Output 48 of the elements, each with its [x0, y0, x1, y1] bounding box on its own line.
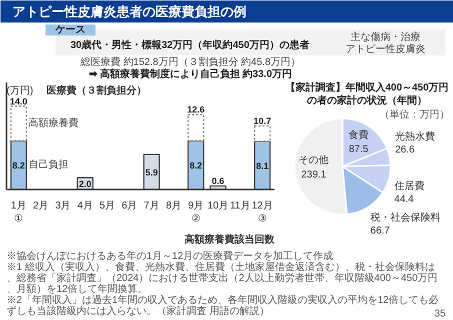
- annotation: 医療費（３割負担分）: [46, 84, 146, 96]
- x-tick-label: 12月 ③: [252, 200, 273, 225]
- text: 30歳代・男性・標報32万円（年収約450万円）の患者: [70, 39, 310, 51]
- data-label: 239.1: [301, 170, 327, 181]
- text: ※協会けんぽにおけるある年の1月～12月の医療費データを加工して作成: [6, 250, 334, 262]
- data-label: 5.9: [145, 167, 158, 178]
- data-label: 0.6: [212, 176, 224, 186]
- text: 主な傷病・治療: [350, 31, 420, 43]
- total-label: 10.7: [254, 116, 272, 126]
- series-label: 高額療養費: [28, 117, 79, 130]
- x-tick-label: 1月 ①: [10, 200, 26, 225]
- data-label: 26.6: [395, 144, 416, 156]
- slice-label: その他: [298, 154, 329, 166]
- text: 総医療費 約152.8万円（３割負担分 約45.8万円）: [79, 56, 301, 68]
- data-label: 44.4: [394, 194, 414, 206]
- x-tick-label: 5月: [99, 200, 116, 212]
- chart-subtitle: （単位：万円）: [380, 108, 450, 120]
- x-tick-label: 9月 ②: [188, 200, 204, 225]
- text: 高額療養費該当回数: [184, 234, 276, 246]
- x-tick-label: 8月: [166, 200, 182, 212]
- x-tick-label: 2月: [33, 200, 49, 212]
- x-tick-label: 10月: [207, 200, 229, 212]
- slice-label: 光熱水費: [395, 130, 436, 142]
- slice-label: 住居費: [394, 180, 424, 192]
- text: アトピー性皮膚炎: [346, 43, 426, 55]
- total-label: 14.0: [10, 96, 28, 106]
- x-tick-label: 3月: [55, 200, 71, 212]
- x-tick-label: 6月: [122, 200, 138, 212]
- total-label: 12.6: [187, 104, 205, 115]
- chart-title: 【家計調査】年間収入400～450万円の者の家計の状況（年間）: [285, 82, 449, 107]
- x-tick-label: 7月: [144, 200, 160, 212]
- data-label: 66.7: [370, 226, 390, 237]
- x-tick-label: 11月: [230, 200, 250, 212]
- series-label: 自己負担: [28, 158, 69, 171]
- text: 35: [434, 308, 446, 320]
- data-label: 87.5: [348, 144, 369, 156]
- data-label: 2.0: [78, 179, 92, 190]
- text: ➡ 高額療養費制度により自己負担 約33.0万円: [88, 68, 292, 80]
- slice-label: 食費: [348, 128, 369, 141]
- text: ケース: [54, 24, 86, 36]
- text: ※1 総収入（実収入）、食費、光熱水費、住居費（土地家屋借金返済含む）、税・社会保険料は、総務省「家計調査」（2024）における世帯支出（2人以上勤労者世帯、年収階級400～450万円、月額）を12倍して年間換算。: [6, 261, 438, 295]
- data-label: 8.1: [256, 160, 269, 171]
- x-tick-label: 4月: [77, 200, 93, 212]
- slice-label: 税・社会保険料: [370, 211, 440, 224]
- data-label: 8.2: [190, 160, 202, 171]
- data-label: 8.2: [12, 160, 25, 171]
- y-axis-title: (万円): [6, 86, 34, 96]
- text: アトピー性皮膚炎患者の医療費負担の例: [12, 4, 246, 19]
